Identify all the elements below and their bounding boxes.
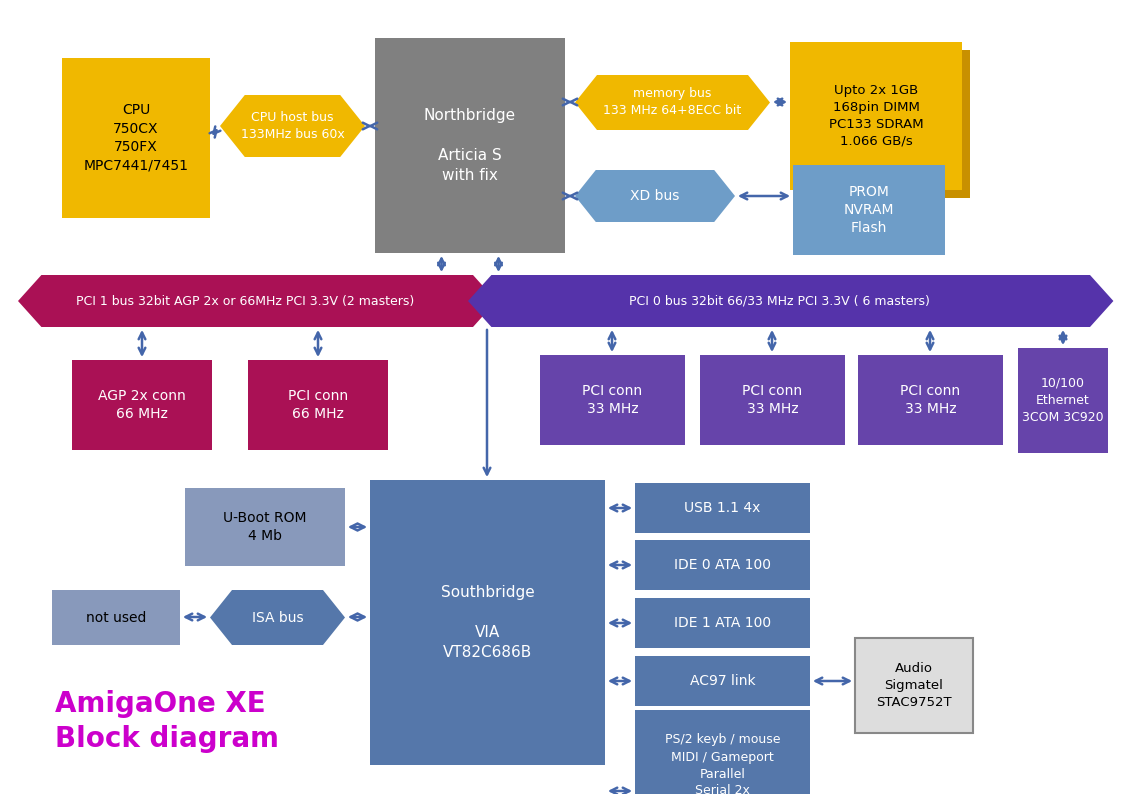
Text: ISA bus: ISA bus (252, 611, 303, 625)
Text: PCI conn
33 MHz: PCI conn 33 MHz (583, 384, 642, 416)
Bar (540, 355, 685, 445)
Text: USB 1.1 4x: USB 1.1 4x (684, 501, 760, 515)
Text: 10/100
Ethernet
3COM 3C920: 10/100 Ethernet 3COM 3C920 (1022, 377, 1104, 424)
Text: Southbridge

VIA
VT82C686B: Southbridge VIA VT82C686B (440, 585, 535, 660)
Bar (855, 638, 973, 733)
Text: IDE 1 ATA 100: IDE 1 ATA 100 (674, 616, 772, 630)
Bar (634, 710, 810, 794)
Text: AC97 link: AC97 link (690, 674, 756, 688)
Bar (789, 42, 962, 190)
Polygon shape (220, 95, 365, 157)
Bar (855, 638, 973, 733)
Text: AGP 2x conn
66 MHz: AGP 2x conn 66 MHz (98, 389, 186, 421)
Bar (248, 360, 389, 450)
Bar (858, 355, 1003, 445)
Text: PCI 0 bus 32bit 66/33 MHz PCI 3.3V ( 6 masters): PCI 0 bus 32bit 66/33 MHz PCI 3.3V ( 6 m… (629, 295, 930, 307)
Polygon shape (18, 275, 496, 327)
Bar (62, 58, 210, 218)
Bar (634, 540, 810, 590)
Text: CPU
750CX
750FX
MPC7441/7451: CPU 750CX 750FX MPC7441/7451 (83, 103, 189, 172)
Bar (634, 656, 810, 706)
Text: PS/2 keyb / mouse
MIDI / Gameport
Parallel
Serial 2x
IRDA
Floppy
GPIO: PS/2 keyb / mouse MIDI / Gameport Parall… (665, 734, 780, 794)
Text: IDE 0 ATA 100: IDE 0 ATA 100 (674, 558, 772, 572)
Bar (185, 488, 345, 566)
Bar (369, 480, 605, 765)
Text: PCI conn
33 MHz: PCI conn 33 MHz (901, 384, 960, 416)
Bar (1019, 348, 1108, 453)
Bar (798, 50, 970, 198)
Bar (52, 590, 180, 645)
Bar (634, 598, 810, 648)
Text: AmigaOne XE
Block diagram: AmigaOne XE Block diagram (55, 690, 279, 753)
Text: U-Boot ROM
4 Mb: U-Boot ROM 4 Mb (223, 511, 307, 543)
Text: PCI 1 bus 32bit AGP 2x or 66MHz PCI 3.3V (2 masters): PCI 1 bus 32bit AGP 2x or 66MHz PCI 3.3V… (76, 295, 414, 307)
Text: Upto 2x 1GB
168pin DIMM
PC133 SDRAM
1.066 GB/s: Upto 2x 1GB 168pin DIMM PC133 SDRAM 1.06… (829, 84, 923, 148)
Text: XD bus: XD bus (630, 189, 679, 203)
Polygon shape (468, 275, 1113, 327)
Text: PCI conn
66 MHz: PCI conn 66 MHz (287, 389, 348, 421)
Polygon shape (210, 590, 345, 645)
Polygon shape (575, 75, 770, 130)
Polygon shape (575, 170, 734, 222)
Text: Northbridge

Articia S
with fix: Northbridge Articia S with fix (424, 108, 517, 183)
Text: CPU host bus
133MHz bus 60x: CPU host bus 133MHz bus 60x (240, 111, 345, 141)
Text: Audio
Sigmatel
STAC9752T: Audio Sigmatel STAC9752T (876, 662, 952, 709)
Bar (72, 360, 212, 450)
Text: PCI conn
33 MHz: PCI conn 33 MHz (742, 384, 803, 416)
Text: PROM
NVRAM
Flash: PROM NVRAM Flash (843, 184, 894, 235)
Text: not used: not used (85, 611, 146, 625)
Bar (793, 165, 944, 255)
Bar (634, 483, 810, 533)
Text: memory bus
133 MHz 64+8ECC bit: memory bus 133 MHz 64+8ECC bit (603, 87, 741, 118)
Bar (700, 355, 844, 445)
Bar (375, 38, 565, 253)
